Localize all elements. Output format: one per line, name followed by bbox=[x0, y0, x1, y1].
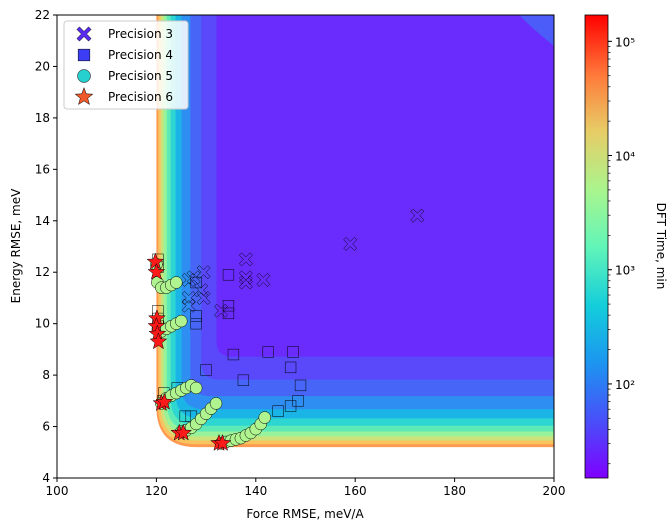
data-point bbox=[196, 290, 211, 305]
data-point bbox=[238, 270, 253, 285]
x-tick-label: 120 bbox=[145, 484, 168, 498]
legend-label: Precision 3 bbox=[108, 27, 173, 41]
data-point bbox=[174, 423, 193, 441]
legend-label: Precision 5 bbox=[108, 69, 173, 83]
legend-label: Precision 6 bbox=[108, 90, 173, 104]
colorbar-tick-label: 10² bbox=[615, 378, 635, 392]
data-point bbox=[186, 270, 201, 285]
colorbar-ticks: 10² 10³ 10⁴ 10⁵ bbox=[608, 35, 635, 465]
x-axis: 100 120 140 160 180 200 bbox=[46, 478, 566, 498]
data-point bbox=[222, 307, 235, 320]
y-axis: 4 6 8 10 12 14 16 18 20 22 bbox=[35, 8, 57, 485]
x-tick-label: 140 bbox=[244, 484, 267, 498]
legend-marker bbox=[74, 86, 94, 106]
data-point bbox=[284, 361, 297, 374]
y-tick-label: 8 bbox=[42, 368, 50, 382]
data-point bbox=[272, 405, 284, 417]
y-tick-label: 4 bbox=[42, 471, 50, 485]
contour-level bbox=[216, 15, 554, 357]
series-6 bbox=[146, 252, 232, 451]
legend-box bbox=[63, 20, 189, 110]
data-point bbox=[196, 265, 211, 280]
data-point bbox=[284, 400, 297, 412]
colorbar-tick-label: 10³ bbox=[615, 264, 635, 278]
data-point bbox=[209, 397, 223, 410]
data-point bbox=[213, 433, 232, 451]
data-point bbox=[179, 410, 191, 422]
legend-item: Precision 4 bbox=[77, 48, 173, 62]
data-point bbox=[190, 310, 202, 322]
data-point bbox=[222, 300, 235, 312]
data-point bbox=[189, 381, 203, 395]
data-point bbox=[155, 392, 174, 410]
x-tick-label: 200 bbox=[543, 484, 566, 498]
y-tick-label: 10 bbox=[35, 317, 50, 331]
data-point bbox=[294, 379, 307, 392]
y-tick-label: 12 bbox=[35, 265, 50, 279]
legend-label: Precision 4 bbox=[108, 48, 173, 62]
data-point bbox=[190, 276, 202, 289]
legend-item: Precision 6 bbox=[74, 86, 173, 106]
data-point bbox=[181, 290, 196, 305]
series-5 bbox=[150, 258, 271, 450]
legend: Precision 3 Precision 4 Precision 5 Precisi… bbox=[63, 20, 189, 110]
legend-marker bbox=[76, 26, 92, 42]
x-tick-label: 160 bbox=[344, 484, 367, 498]
contour-background bbox=[57, 15, 554, 478]
data-point bbox=[262, 346, 274, 358]
data-point bbox=[292, 395, 304, 407]
series-3 bbox=[181, 208, 425, 318]
data-point bbox=[175, 314, 188, 328]
x-axis-label: Force RMSE, meV/A bbox=[246, 507, 364, 521]
x-tick-label: 180 bbox=[443, 484, 466, 498]
x-tick-label: 100 bbox=[46, 484, 69, 498]
data-point bbox=[258, 411, 271, 424]
data-point bbox=[214, 303, 228, 318]
plot-area: 100 120 140 160 180 200 4 6 8 10 12 14 16 18 20 22 bbox=[35, 8, 566, 498]
legend-marker bbox=[77, 69, 91, 83]
data-point bbox=[190, 318, 202, 330]
data-point bbox=[147, 262, 166, 280]
data-point bbox=[410, 208, 425, 223]
colorbar-tick-label: 10⁴ bbox=[615, 150, 635, 164]
data-point bbox=[222, 269, 235, 281]
data-point bbox=[149, 332, 168, 350]
data-point bbox=[256, 272, 271, 287]
colorbar: 10² 10³ 10⁴ 10⁵ DFT Time, min bbox=[584, 14, 668, 479]
data-point bbox=[343, 236, 358, 251]
data-point bbox=[287, 346, 299, 358]
data-point bbox=[238, 275, 253, 290]
y-tick-label: 6 bbox=[42, 420, 50, 434]
y-tick-label: 16 bbox=[35, 162, 50, 176]
y-tick-label: 22 bbox=[35, 8, 50, 22]
colorbar-tick-label: 10⁵ bbox=[615, 35, 635, 49]
data-point bbox=[238, 252, 253, 267]
y-tick-label: 20 bbox=[35, 59, 50, 73]
data-point bbox=[181, 298, 196, 313]
y-axis-label: Energy RMSE, meV bbox=[9, 188, 23, 303]
y-tick-label: 14 bbox=[35, 214, 50, 228]
data-point bbox=[237, 374, 250, 386]
legend-marker bbox=[77, 48, 91, 62]
data-point bbox=[170, 276, 183, 289]
colorbar-gradient bbox=[584, 14, 609, 479]
contour-corner-region bbox=[519, 15, 554, 46]
colorbar-label: DFT Time, min bbox=[654, 203, 668, 290]
legend-item: Precision 3 bbox=[76, 26, 173, 42]
y-tick-label: 18 bbox=[35, 111, 50, 125]
legend-item: Precision 5 bbox=[77, 69, 173, 83]
data-point bbox=[200, 364, 212, 376]
plot-frame bbox=[56, 14, 555, 479]
data-marks bbox=[146, 208, 425, 451]
data-point bbox=[227, 348, 240, 361]
